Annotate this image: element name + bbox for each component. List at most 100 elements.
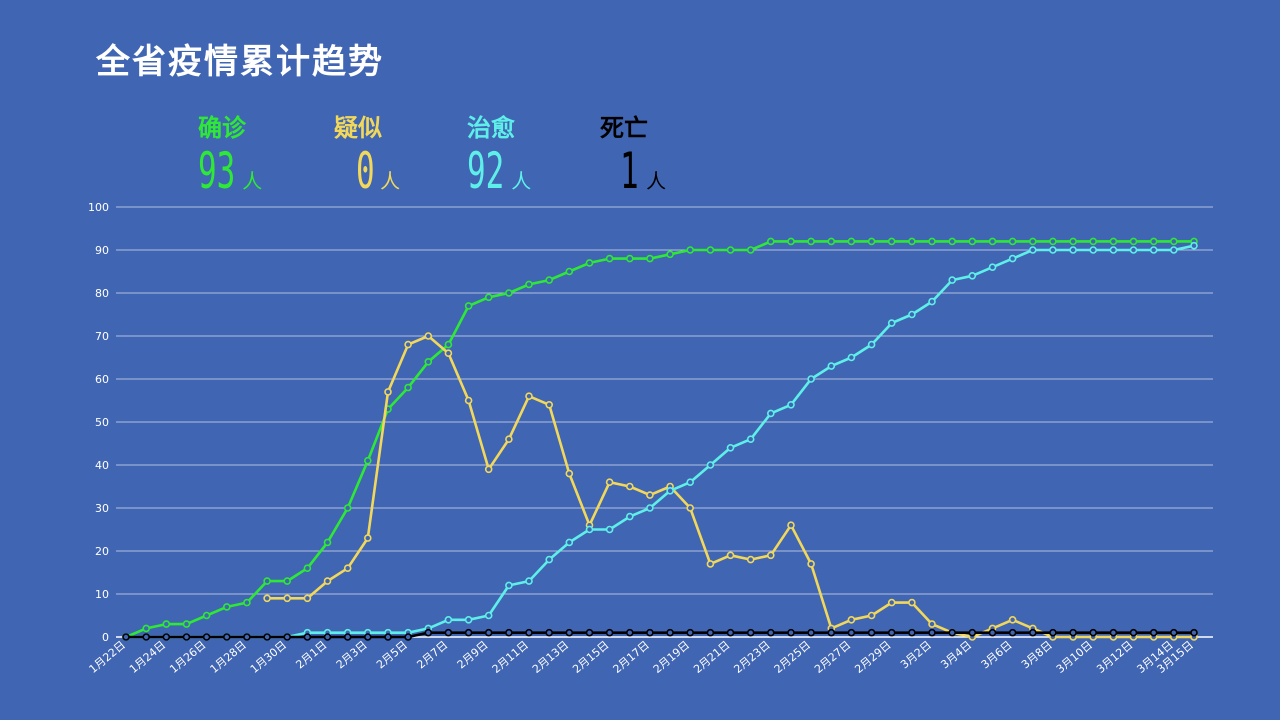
data-point [384, 633, 392, 641]
x-tick-label: 2月5日 [374, 638, 410, 671]
x-tick-label: 2月25日 [772, 638, 813, 676]
y-tick-label: 40 [95, 459, 109, 472]
stat-deaths-label: 死亡 [600, 114, 648, 142]
data-point [464, 615, 473, 624]
stat-recovered-unit: 人 [511, 169, 532, 193]
data-point [847, 628, 856, 637]
data-point [1170, 628, 1178, 637]
x-tick-label: 3月8日 [1019, 638, 1055, 671]
data-point [646, 504, 654, 512]
stat-suspected-value: 0 [356, 142, 375, 200]
data-point [988, 263, 997, 272]
data-point [625, 628, 634, 637]
x-tick-label: 2月1日 [294, 638, 330, 671]
data-point [827, 628, 836, 637]
x-tick-label: 1月26日 [167, 638, 208, 676]
x-tick-label: 3月12日 [1094, 638, 1135, 676]
data-point [343, 564, 352, 573]
y-tick-label: 20 [95, 545, 109, 558]
data-point [787, 521, 795, 530]
data-point [525, 628, 533, 637]
data-point [444, 628, 453, 637]
data-point [766, 551, 775, 560]
data-point [787, 400, 795, 409]
data-point [867, 611, 876, 620]
data-point [706, 461, 715, 469]
data-point [1008, 628, 1017, 637]
data-point [666, 628, 674, 637]
data-point [263, 633, 271, 641]
data-point [948, 276, 957, 284]
data-point [988, 237, 997, 246]
data-point [142, 633, 150, 641]
data-point [1069, 237, 1077, 246]
data-point [827, 362, 836, 370]
data-point [666, 250, 674, 259]
data-point [1170, 237, 1178, 246]
data-point [1029, 237, 1037, 246]
data-point [464, 628, 473, 637]
data-point [545, 555, 554, 564]
data-point [323, 577, 332, 585]
x-tick-label: 3月6日 [979, 638, 1015, 671]
data-point [625, 482, 634, 491]
data-point [948, 237, 957, 246]
y-tick-label: 0 [102, 631, 109, 644]
stat-confirmed-unit: 人 [242, 169, 263, 193]
data-point [363, 456, 372, 465]
data-point [424, 628, 433, 637]
data-point [565, 469, 574, 478]
data-point [263, 577, 271, 585]
data-point [505, 289, 513, 297]
data-point [283, 577, 292, 585]
x-tick-label: 2月11日 [490, 638, 531, 676]
data-point [787, 237, 795, 246]
data-point [908, 310, 916, 319]
data-point [484, 293, 493, 302]
data-point [424, 357, 433, 366]
data-point [706, 246, 715, 254]
data-point [605, 525, 614, 534]
x-tick-label: 2月9日 [455, 638, 491, 671]
data-point [303, 594, 312, 603]
y-tick-label: 100 [88, 201, 109, 214]
data-point [444, 615, 453, 624]
data-point [565, 628, 574, 637]
data-point [343, 504, 352, 512]
data-point [968, 628, 977, 637]
data-point [545, 276, 554, 284]
data-point [404, 340, 412, 349]
data-point [323, 538, 332, 547]
y-tick-label: 70 [95, 330, 109, 343]
data-point [625, 512, 634, 521]
data-point [686, 246, 695, 254]
data-point [686, 478, 695, 487]
data-point [585, 259, 594, 267]
data-point [363, 633, 372, 641]
data-point [162, 633, 171, 641]
data-point [847, 615, 856, 624]
data-point [847, 237, 856, 246]
data-point [444, 349, 453, 358]
data-point [243, 598, 251, 607]
x-tick-label: 2月15日 [570, 638, 611, 676]
x-tick-label: 1月24日 [127, 638, 168, 676]
data-point [605, 254, 614, 263]
stat-confirmed: 确诊 93 人 [198, 108, 278, 199]
data-point [726, 551, 735, 560]
data-point [223, 633, 231, 641]
stat-deaths-unit: 人 [646, 169, 667, 193]
data-point [1149, 628, 1158, 637]
x-tick-label: 2月3日 [334, 638, 370, 671]
x-tick-label: 2月29日 [852, 638, 893, 676]
data-point [867, 237, 876, 246]
data-point [807, 560, 815, 568]
data-point [706, 560, 715, 568]
y-tick-label: 30 [95, 502, 109, 515]
data-point [928, 620, 936, 628]
data-point [545, 628, 554, 637]
data-point [948, 628, 957, 637]
page-title: 全省疫情累计趋势 [96, 42, 384, 82]
x-tick-label: 1月28日 [208, 638, 249, 676]
